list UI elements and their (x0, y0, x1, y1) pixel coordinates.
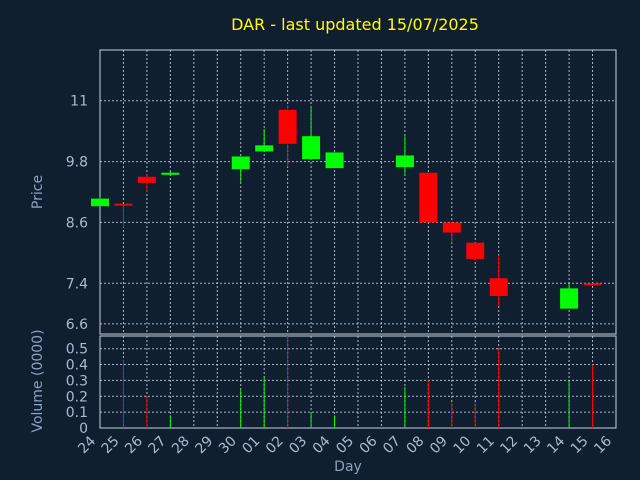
candle-body (395, 155, 414, 168)
candle-body (161, 172, 180, 175)
x-tick-label: 29 (192, 433, 216, 457)
x-tick-label: 12 (497, 433, 521, 457)
candle-body (278, 109, 297, 144)
volume-tick-label: 0.5 (66, 342, 88, 358)
volume-tick-label: 0.3 (66, 373, 88, 389)
x-tick-label: 28 (169, 433, 193, 457)
volume-panel: 00.10.20.30.40.5 (66, 335, 617, 437)
x-tick-label: 02 (263, 433, 287, 457)
candle-body (137, 176, 156, 183)
price-panel: 6.6 7.4 8.6 9.8 11 (66, 49, 617, 335)
candle-body (442, 222, 461, 233)
candle-body (231, 156, 250, 170)
candle-body (419, 172, 438, 223)
x-tick-label: 15 (568, 433, 592, 457)
x-tick-label: 06 (357, 433, 381, 457)
x-tick-label: 03 (286, 433, 310, 457)
volume-tick-label: 0.1 (66, 405, 88, 421)
x-tick-label: 01 (239, 433, 263, 457)
x-tick-label: 05 (333, 433, 357, 457)
x-tick-label: 09 (427, 433, 451, 457)
candle-body (91, 198, 109, 207)
x-tick-label: 04 (310, 433, 334, 457)
x-tick-label: 30 (216, 433, 240, 457)
x-axis-label: Day (334, 459, 362, 475)
price-tick-label: 7.4 (66, 276, 88, 292)
volume-tick-label: 0 (79, 421, 88, 437)
volume-tick-label: 0.4 (66, 358, 88, 374)
candle-body (255, 145, 274, 152)
x-tick-label: 27 (146, 433, 170, 457)
price-tick-label: 8.6 (66, 215, 88, 231)
candle-body (302, 136, 321, 160)
candle-body (114, 203, 133, 206)
x-tick-label: 07 (380, 433, 404, 457)
x-tick-label: 13 (521, 433, 545, 457)
x-tick-label: 25 (99, 433, 123, 457)
volume-axis-label: Volume (0000) (30, 329, 46, 432)
candle-body (560, 288, 579, 309)
x-axis: 24 25 26 27 28 29 30 01 02 03 04 05 06 07 08 09 10 11 12 13… (75, 433, 615, 457)
candle-body (583, 283, 602, 286)
x-tick-label: 16 (591, 433, 615, 457)
price-tick-label: 9.8 (66, 155, 88, 171)
price-axis-label: Price (30, 175, 46, 209)
x-tick-label: 11 (474, 433, 498, 457)
candle-body (466, 242, 485, 259)
price-tick-label: 11 (70, 94, 88, 110)
x-tick-label: 14 (544, 433, 568, 457)
volume-tick-label: 0.2 (66, 389, 88, 405)
price-tick-label: 6.6 (66, 317, 88, 333)
x-tick-label: 26 (122, 433, 146, 457)
volume-frame (99, 335, 617, 429)
x-tick-label: 10 (450, 433, 474, 457)
candle-body (489, 278, 508, 296)
chart-title: DAR - last updated 15/07/2025 (231, 15, 479, 34)
x-tick-label: 08 (404, 433, 428, 457)
candle-body (325, 152, 344, 169)
price-frame (99, 49, 617, 335)
